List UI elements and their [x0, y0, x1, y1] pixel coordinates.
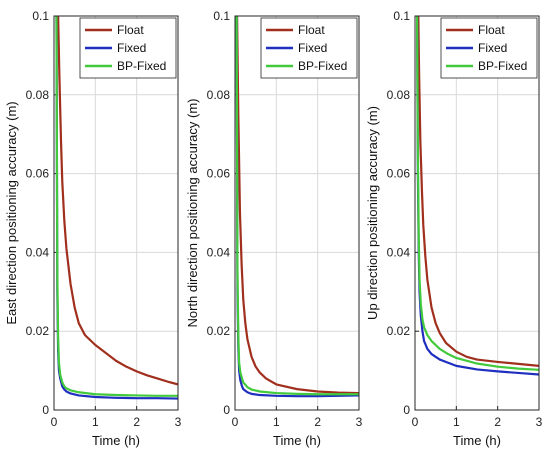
y-axis-label: Up direction positioning accuracy (m) [365, 106, 380, 320]
x-tick-label: 2 [494, 415, 501, 429]
plot-frame [53, 15, 179, 411]
legend-entry: Float [117, 23, 144, 37]
legend: Float Fixed BP-Fixed [260, 17, 358, 79]
y-tick-label: 0.08 [26, 88, 50, 102]
x-axis-label: Time (h) [453, 433, 501, 448]
plot-area [235, 16, 359, 410]
legend-entry: Fixed [117, 41, 146, 55]
chart-panel-2: 0 1 2 3 0 0.02 0.04 0.06 0.08 0.1 Time (h) North di… [185, 9, 363, 448]
plot-frame [414, 15, 540, 411]
y-tick-label: 0 [403, 403, 410, 417]
y-tick-label: 0.08 [387, 88, 411, 102]
legend-entry: Fixed [298, 41, 327, 55]
y-tick-label: 0.06 [207, 167, 231, 181]
series-line-float [235, 16, 359, 395]
x-tick-label: 2 [314, 415, 321, 429]
y-tick-label: 0.08 [207, 88, 231, 102]
legend-entry: BP-Fixed [298, 59, 347, 73]
series-line-bp-fixed [235, 16, 359, 396]
y-tick-label: 0.06 [387, 167, 411, 181]
legend-entry: Float [298, 23, 325, 37]
y-axis-label: East direction positioning accuracy (m) [4, 101, 19, 324]
y-tick-label: 0.02 [26, 324, 50, 338]
series-line-bp-fixed [415, 16, 539, 371]
legend-entry: BP-Fixed [478, 59, 527, 73]
legend: Float Fixed BP-Fixed [79, 17, 177, 79]
y-tick-label: 0.1 [393, 9, 410, 23]
x-tick-label: 3 [175, 415, 182, 429]
y-axis-label: North direction positioning accuracy (m) [185, 98, 200, 327]
plot-frame [234, 15, 360, 411]
x-tick-label: 0 [232, 415, 239, 429]
chart-panel-3: 0 1 2 3 0 0.02 0.04 0.06 0.08 0.1 Time (h) Up direc… [365, 9, 543, 448]
y-tick-label: 0.1 [213, 9, 230, 23]
x-tick-label: 2 [133, 415, 140, 429]
y-tick-label: 0.04 [207, 245, 231, 259]
y-tick-label: 0.04 [387, 245, 411, 259]
y-tick-label: 0.04 [26, 245, 50, 259]
x-tick-label: 1 [92, 415, 99, 429]
x-tick-label: 3 [536, 415, 543, 429]
x-tick-label: 3 [356, 415, 363, 429]
legend-entry: Fixed [478, 41, 507, 55]
x-tick-label: 1 [453, 415, 460, 429]
y-tick-label: 0 [42, 403, 49, 417]
legend: Float Fixed BP-Fixed [440, 17, 538, 79]
y-tick-label: 0.02 [387, 324, 411, 338]
y-tick-label: 0.06 [26, 167, 50, 181]
x-tick-label: 1 [273, 415, 280, 429]
y-tick-label: 0 [223, 403, 230, 417]
series-line-float [417, 16, 539, 367]
legend-box [79, 17, 177, 79]
chart-panel-1: 0 1 2 3 0 0.02 0.04 0.06 0.08 0.1 Time (h) East dir… [4, 9, 182, 448]
x-axis-label: Time (h) [273, 433, 321, 448]
x-tick-label: 0 [412, 415, 419, 429]
legend-entry: Float [478, 23, 505, 37]
series-line-bp-fixed [55, 16, 178, 397]
x-axis-label: Time (h) [92, 433, 140, 448]
y-tick-label: 0.02 [207, 324, 231, 338]
y-tick-label: 0.1 [32, 9, 49, 23]
series-line-float [57, 16, 178, 386]
x-tick-label: 0 [51, 415, 58, 429]
plot-area [54, 16, 178, 410]
legend-entry: BP-Fixed [117, 59, 166, 73]
